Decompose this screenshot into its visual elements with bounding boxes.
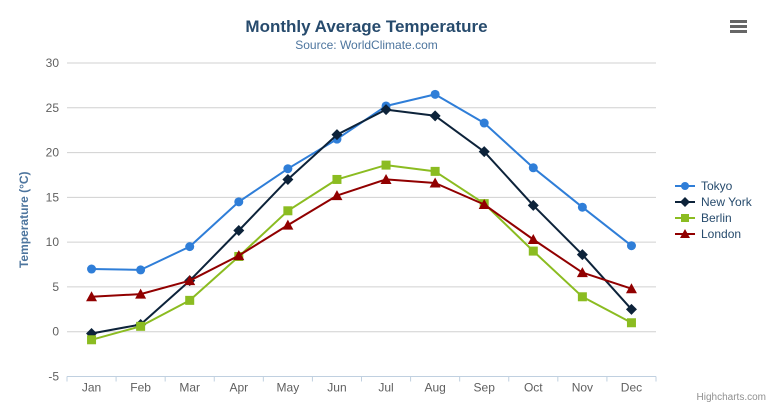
legend-marker-london	[675, 229, 695, 238]
series-marker-tokyo[interactable]	[577, 202, 587, 212]
series-marker-berlin[interactable]	[381, 160, 391, 170]
series-marker-berlin[interactable]	[626, 318, 636, 328]
legend-label: New York	[701, 195, 752, 209]
series-marker-london[interactable]	[576, 267, 588, 278]
y-axis-label: 30	[46, 56, 60, 70]
series-line-berlin[interactable]	[90, 164, 633, 341]
y-axis-label: 15	[46, 190, 60, 204]
series-marker-london[interactable]	[380, 173, 392, 184]
x-axis-label: Feb	[130, 381, 151, 395]
series-marker-new-york[interactable]	[478, 146, 490, 158]
legend-item-new-york[interactable]: New York	[674, 194, 752, 210]
x-axis-label: Oct	[524, 381, 543, 395]
hamburger-icon	[730, 20, 747, 33]
legend-item-london[interactable]: London	[674, 226, 752, 242]
y-axis-label: 20	[46, 146, 60, 160]
x-axis-label: Sep	[474, 381, 496, 395]
y-axis-label: 0	[52, 325, 59, 339]
x-axis-label: Jun	[327, 381, 346, 395]
x-axis-label: Nov	[572, 381, 593, 395]
series-marker-new-york[interactable]	[527, 199, 539, 211]
series-marker-new-york[interactable]	[576, 249, 588, 261]
series-marker-new-york[interactable]	[625, 303, 637, 315]
series-marker-berlin[interactable]	[136, 321, 146, 331]
series-marker-london[interactable]	[478, 199, 490, 210]
series-marker-london[interactable]	[184, 275, 196, 286]
series-new-york	[86, 104, 637, 340]
series-marker-tokyo[interactable]	[479, 118, 489, 128]
x-axis-label: Jan	[82, 381, 101, 395]
series-marker-london[interactable]	[331, 190, 343, 201]
series-marker-tokyo[interactable]	[528, 163, 538, 173]
y-axis-label: -5	[48, 370, 59, 384]
series-marker-tokyo[interactable]	[234, 197, 244, 207]
series-marker-berlin[interactable]	[332, 174, 342, 184]
export-menu-button[interactable]	[726, 16, 750, 37]
series-line-new-york[interactable]	[90, 108, 633, 335]
y-axis-title: Temperature (°C)	[17, 171, 31, 268]
y-axis-label: 25	[46, 101, 60, 115]
x-axis-label: Jul	[378, 381, 393, 395]
series-marker-london[interactable]	[233, 250, 245, 261]
x-axis-label: Apr	[229, 381, 248, 395]
series-marker-london[interactable]	[625, 283, 637, 294]
series-marker-new-york[interactable]	[380, 104, 392, 116]
series-marker-london[interactable]	[429, 177, 441, 188]
series-marker-london[interactable]	[527, 233, 539, 244]
series-marker-berlin[interactable]	[430, 166, 440, 176]
legend-marker-new-york	[675, 197, 695, 207]
credits-link[interactable]: Highcharts.com	[696, 392, 766, 403]
x-axis-label: Dec	[621, 381, 642, 395]
series-marker-berlin[interactable]	[528, 246, 538, 256]
series-marker-london[interactable]	[282, 219, 294, 230]
series-tokyo	[87, 89, 636, 275]
series-marker-tokyo[interactable]	[185, 242, 195, 252]
series-line-london[interactable]	[90, 178, 633, 298]
legend-label: Berlin	[701, 211, 732, 225]
series-london	[86, 173, 637, 302]
legend-label: London	[701, 227, 742, 241]
series-marker-new-york[interactable]	[282, 173, 294, 185]
chart-subtitle: Source: WorldClimate.com	[295, 38, 438, 52]
series-marker-tokyo[interactable]	[283, 164, 293, 174]
series-line-tokyo[interactable]	[90, 93, 633, 271]
series-marker-london[interactable]	[86, 291, 98, 302]
y-axis-label: 5	[52, 280, 59, 294]
series-marker-tokyo[interactable]	[136, 265, 146, 275]
y-axis-label: 10	[46, 235, 60, 249]
series-marker-new-york[interactable]	[429, 110, 441, 122]
series-marker-berlin[interactable]	[283, 206, 293, 216]
series-marker-new-york[interactable]	[233, 224, 245, 236]
legend: Tokyo New York Berlin London	[674, 178, 752, 242]
legend-item-tokyo[interactable]: Tokyo	[674, 178, 752, 194]
series-marker-tokyo[interactable]	[626, 241, 636, 251]
x-axis-label: Aug	[424, 381, 445, 395]
series-marker-berlin[interactable]	[185, 295, 195, 305]
legend-marker-berlin	[675, 214, 695, 222]
legend-item-berlin[interactable]: Berlin	[674, 210, 752, 226]
legend-label: Tokyo	[701, 179, 733, 193]
series-marker-tokyo[interactable]	[87, 264, 97, 274]
series-marker-berlin[interactable]	[577, 292, 587, 302]
chart-title: Monthly Average Temperature	[245, 17, 488, 36]
x-axis-label: May	[277, 381, 300, 395]
series-marker-new-york[interactable]	[331, 129, 343, 141]
x-axis-label: Mar	[179, 381, 200, 395]
series-marker-berlin[interactable]	[87, 335, 97, 345]
legend-marker-tokyo	[675, 182, 695, 190]
series-marker-tokyo[interactable]	[430, 89, 440, 99]
series-marker-london[interactable]	[135, 288, 147, 299]
